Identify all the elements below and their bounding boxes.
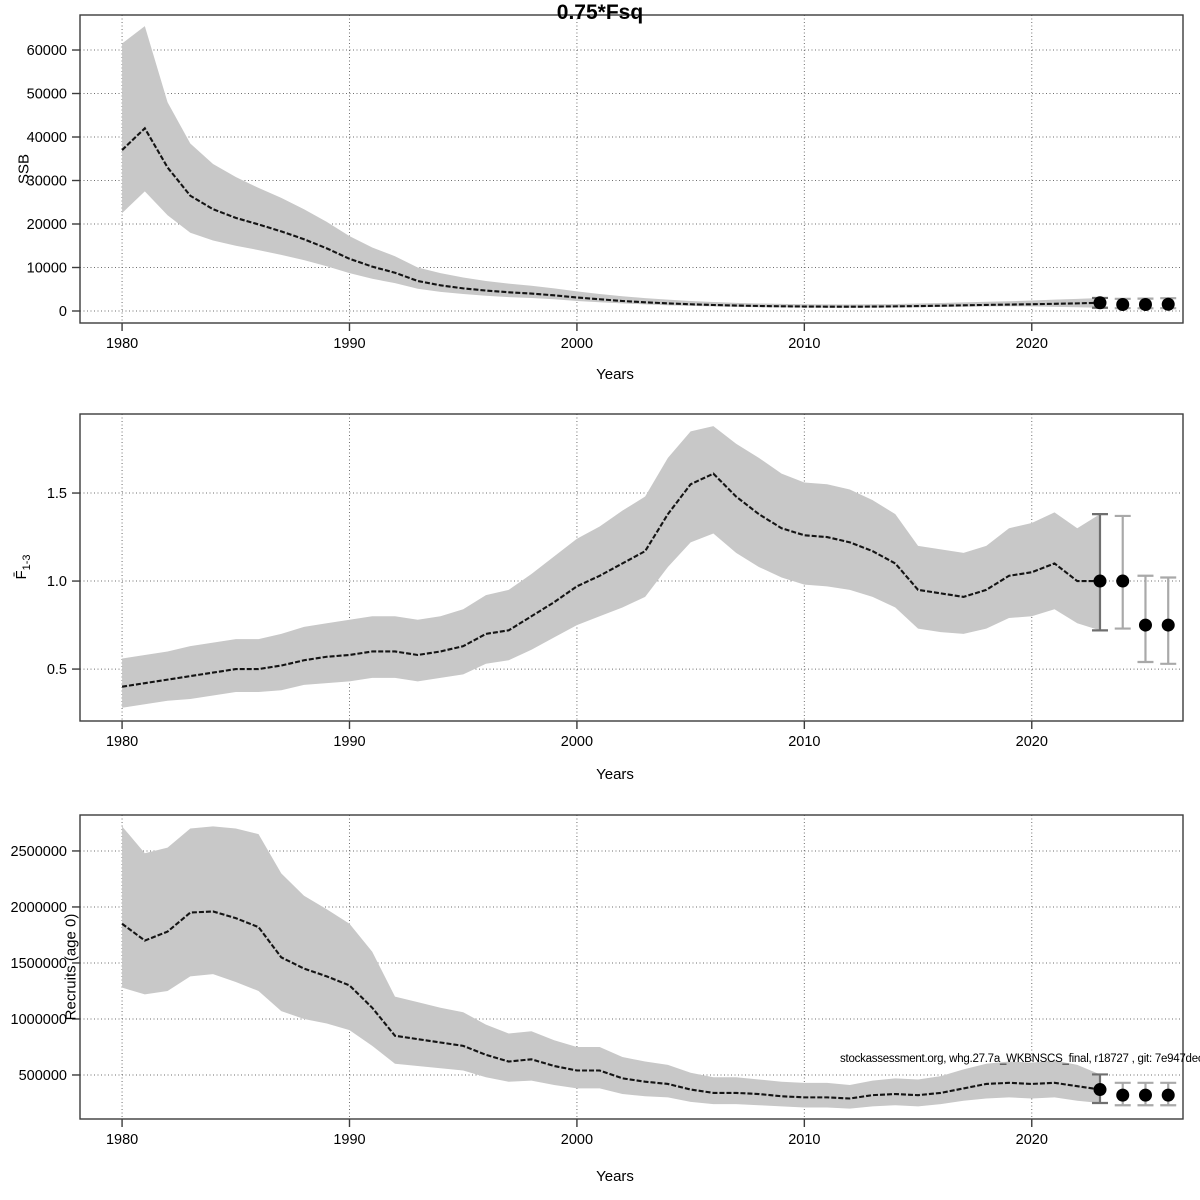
- svg-text:1.5: 1.5: [47, 486, 67, 502]
- fbar-axis-label: F̄1-3: [13, 554, 33, 579]
- svg-text:1500000: 1500000: [11, 956, 67, 972]
- svg-text:1980: 1980: [106, 734, 138, 750]
- svg-text:2000: 2000: [561, 734, 593, 750]
- forecast-dot: [1116, 1088, 1130, 1102]
- panel-fbar-1-3-: 1980 1990 2000 2010 2020 0.5 1.0 1.5: [47, 413, 1184, 750]
- forecast-dot: [1093, 574, 1107, 588]
- forecast-dot: [1116, 297, 1130, 311]
- confidence-band: [122, 826, 1100, 1109]
- recruits-xaxis-title: Years: [596, 1168, 634, 1185]
- svg-text:30000: 30000: [27, 174, 67, 190]
- forecast-dot: [1138, 1088, 1152, 1102]
- svg-text:1990: 1990: [333, 1132, 365, 1148]
- svg-text:40000: 40000: [27, 130, 67, 146]
- svg-text:2000: 2000: [561, 336, 593, 352]
- forecast-dot: [1161, 1088, 1175, 1102]
- forecast-dot: [1161, 618, 1175, 632]
- panel-recruits-age-0-: 1980 1990 2000 2010 2020 500000 1000000 1500000…: [11, 814, 1184, 1148]
- svg-text:2020: 2020: [1016, 336, 1048, 352]
- forecast-dot: [1116, 574, 1130, 588]
- ssb-axis-label: SSB: [15, 153, 33, 185]
- ssb-xaxis-title: Years: [596, 366, 634, 383]
- median-line: [121, 472, 1100, 688]
- svg-text:0: 0: [59, 304, 67, 320]
- svg-text:1980: 1980: [106, 1132, 138, 1148]
- forecast-dot: [1093, 296, 1107, 310]
- forecast-dot: [1138, 618, 1152, 632]
- forecast-dot: [1093, 1083, 1107, 1097]
- forecast-dot: [1161, 297, 1175, 311]
- svg-text:2010: 2010: [788, 336, 820, 352]
- fbar-xaxis-title: Years: [596, 766, 634, 783]
- stockassessment-annotation: stockassessment.org, whg.27.7a_WKBNSCS_f…: [840, 1053, 1200, 1065]
- svg-text:1990: 1990: [333, 734, 365, 750]
- recruits-axis-label: Recruits (age 0): [62, 913, 80, 1021]
- figure-title: 0.75*Fsq: [556, 1, 644, 24]
- median-line: [121, 910, 1101, 1100]
- svg-text:2010: 2010: [788, 734, 820, 750]
- confidence-band: [122, 26, 1100, 308]
- svg-text:500000: 500000: [19, 1068, 67, 1084]
- svg-text:2010: 2010: [788, 1132, 820, 1148]
- svg-text:2020: 2020: [1016, 734, 1048, 750]
- svg-text:1.0: 1.0: [47, 574, 67, 590]
- svg-text:20000: 20000: [27, 217, 67, 233]
- panel-ssb: 1980 1990 2000 2010 2020 0 10000 20000 30000 4000…: [27, 14, 1184, 352]
- svg-text:2020: 2020: [1016, 1132, 1048, 1148]
- fbar-axis-label-sub: 1-3: [21, 554, 33, 571]
- forecast-dot: [1138, 297, 1152, 311]
- svg-text:1990: 1990: [333, 336, 365, 352]
- svg-text:2000000: 2000000: [11, 900, 67, 916]
- svg-text:1980: 1980: [106, 336, 138, 352]
- confidence-band: [122, 426, 1100, 708]
- svg-text:1000000: 1000000: [11, 1012, 67, 1028]
- median-line: [121, 126, 1101, 308]
- svg-text:10000: 10000: [27, 260, 67, 276]
- svg-text:2500000: 2500000: [11, 844, 67, 860]
- fbar-axis-label-base: F̄: [13, 570, 30, 580]
- svg-text:2000: 2000: [561, 1132, 593, 1148]
- svg-text:0.5: 0.5: [47, 662, 67, 678]
- svg-text:60000: 60000: [27, 43, 67, 59]
- svg-text:50000: 50000: [27, 87, 67, 103]
